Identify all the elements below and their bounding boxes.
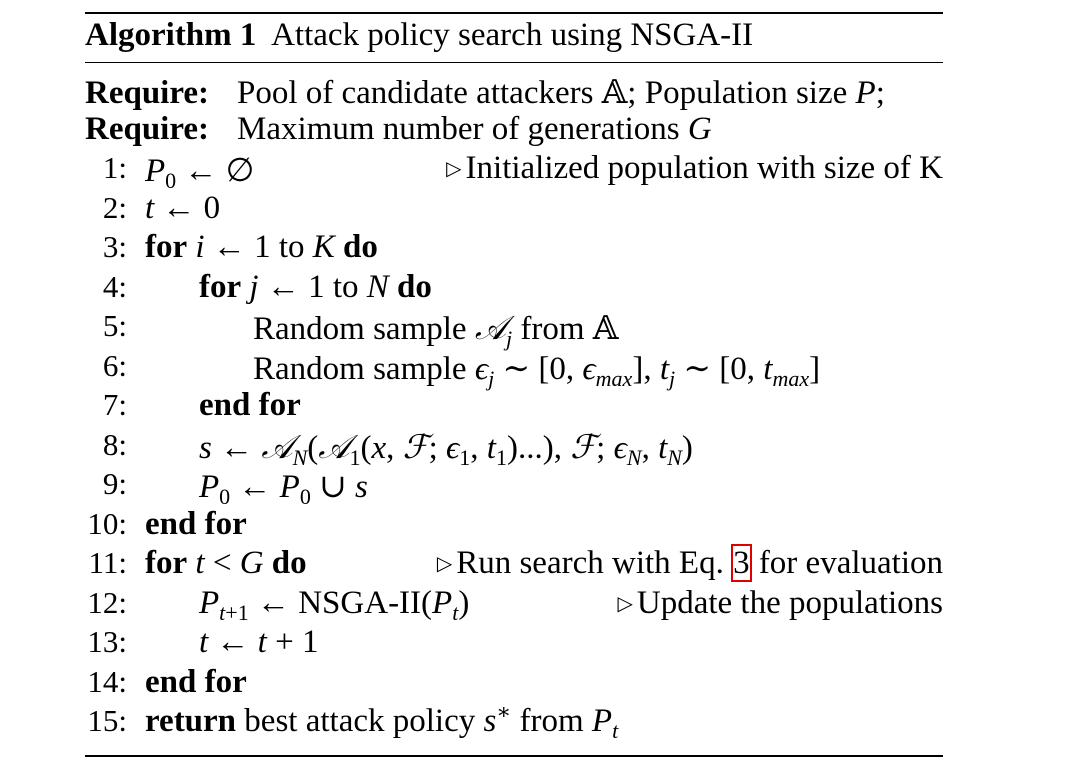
require-text: Maximum number of generations G bbox=[237, 111, 712, 147]
algo-line-10: 10: end for bbox=[85, 506, 943, 546]
statement: s ← 𝒜N(𝒜1(x, ℱ; ϵ1, t1)...), ℱ; ϵN, tN) bbox=[199, 430, 693, 470]
line-number: 9: bbox=[102, 466, 127, 501]
line-number: 12: bbox=[87, 585, 127, 620]
algo-line-15: 15: return best attack policy s∗ from Pt bbox=[85, 699, 943, 743]
comment: ▷ Run search with Eq. 3 for evaluation bbox=[436, 544, 943, 582]
equation-ref-link[interactable]: 3 bbox=[731, 544, 752, 582]
line-number: 15: bbox=[87, 703, 127, 738]
require-text: Pool of candidate attackers 𝔸; Populatio… bbox=[237, 75, 885, 111]
algorithm-label: Algorithm 1 bbox=[85, 17, 257, 53]
algo-line-2: 2: t ← 0 bbox=[85, 190, 943, 230]
caption-rule bbox=[85, 62, 943, 63]
line-number: 1: bbox=[102, 150, 127, 185]
triangle-icon: ▷ bbox=[446, 158, 462, 180]
algo-line-12: 12: Pt+1 ← NSGA-II(Pt) ▷ Update the popul… bbox=[85, 585, 943, 625]
triangle-icon: ▷ bbox=[617, 593, 633, 615]
statement: end for bbox=[199, 387, 301, 423]
line-number: 3: bbox=[102, 229, 127, 264]
algo-line-3: 3: for i ← 1 to K do bbox=[85, 229, 943, 269]
comment: ▷ Update the populations bbox=[617, 585, 944, 621]
bottom-rule bbox=[85, 755, 943, 757]
statement: for t < G do bbox=[145, 545, 307, 581]
require-keyword: Require: bbox=[85, 111, 210, 147]
statement: Random sample ϵj ∼ [0, ϵmax], tj ∼ [0, t… bbox=[253, 351, 821, 391]
statement: t ← t + 1 bbox=[199, 624, 319, 660]
line-number: 13: bbox=[87, 624, 127, 659]
statement: P0 ← ∅ bbox=[145, 153, 255, 193]
statement: P0 ← P0 ∪ s bbox=[199, 469, 368, 509]
algo-line-9: 9: P0 ← P0 ∪ s bbox=[85, 466, 943, 509]
algorithm-title: Attack policy search using NSGA-II bbox=[271, 17, 754, 53]
algo-line-11: 11: for t < G do ▷ Run search with Eq. 3 … bbox=[85, 544, 943, 585]
require-line-2: Require: Maximum number of generations G bbox=[85, 111, 712, 148]
algorithm-caption: Algorithm 1 Attack policy search using N… bbox=[85, 17, 753, 54]
algo-line-13: 13: t ← t + 1 bbox=[85, 624, 943, 664]
algo-line-1: 1: P0 ← ∅ ▷ Initialized population with s… bbox=[85, 150, 943, 193]
line-number: 7: bbox=[102, 387, 127, 422]
top-rule bbox=[85, 12, 943, 14]
line-number: 6: bbox=[102, 348, 127, 383]
statement: return best attack policy s∗ from Pt bbox=[145, 699, 619, 743]
line-number: 11: bbox=[88, 545, 127, 580]
line-number: 8: bbox=[102, 427, 127, 462]
line-number: 5: bbox=[102, 308, 127, 343]
algo-line-6: 6: Random sample ϵj ∼ [0, ϵmax], tj ∼ [0… bbox=[85, 348, 943, 391]
algo-line-8: 8: s ← 𝒜N(𝒜1(x, ℱ; ϵ1, t1)...), ℱ; ϵN, t… bbox=[85, 427, 943, 470]
statement: Random sample 𝒜j from 𝔸 bbox=[253, 311, 619, 351]
statement: for i ← 1 to K do bbox=[145, 229, 378, 265]
line-number: 14: bbox=[87, 664, 127, 699]
line-number: 10: bbox=[87, 506, 127, 541]
algo-line-7: 7: end for bbox=[85, 387, 943, 427]
algo-line-4: 4: for j ← 1 to N do bbox=[85, 269, 943, 309]
statement: t ← 0 bbox=[145, 190, 221, 226]
triangle-icon: ▷ bbox=[436, 553, 453, 575]
statement: Pt+1 ← NSGA-II(Pt) bbox=[199, 585, 470, 625]
statement: end for bbox=[145, 664, 247, 700]
require-keyword: Require: bbox=[85, 75, 210, 111]
line-number: 4: bbox=[102, 269, 127, 304]
algo-line-14: 14: end for bbox=[85, 664, 943, 704]
comment: ▷ Initialized population with size of K bbox=[446, 150, 943, 186]
algo-line-5: 5: Random sample 𝒜j from 𝔸 bbox=[85, 308, 943, 351]
statement: end for bbox=[145, 506, 247, 542]
require-line-1: Require: Pool of candidate attackers 𝔸; P… bbox=[85, 72, 885, 112]
line-number: 2: bbox=[102, 190, 127, 225]
statement: for j ← 1 to N do bbox=[199, 269, 432, 305]
